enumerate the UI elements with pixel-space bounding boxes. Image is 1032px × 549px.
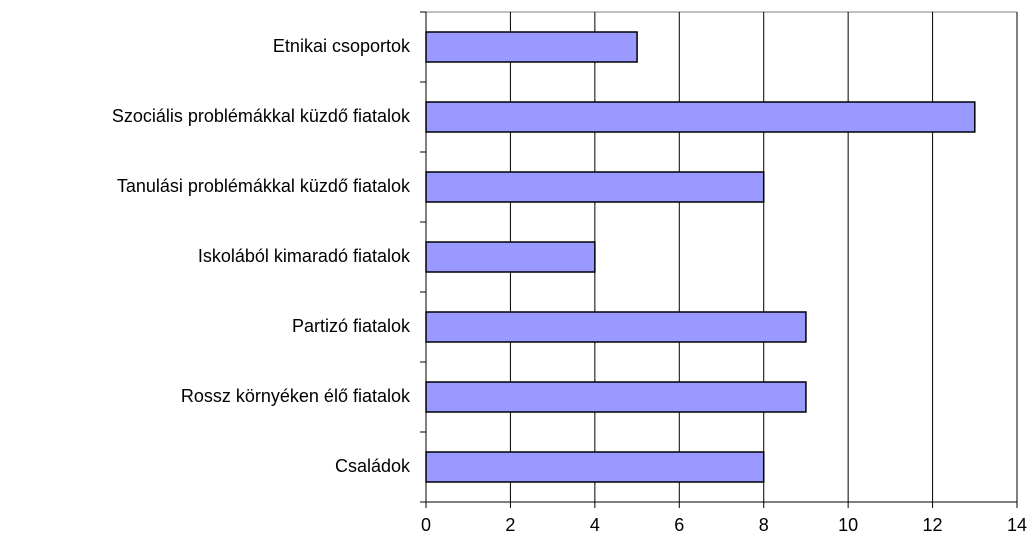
y-tick-label: Partizó fiatalok (292, 316, 411, 336)
bar (425, 31, 638, 63)
x-tick-label: 6 (674, 515, 684, 535)
x-tick-label: 4 (590, 515, 600, 535)
bar (425, 311, 807, 343)
x-tick-label: 2 (505, 515, 515, 535)
y-tick-label: Rossz környéken élő fiatalok (181, 386, 411, 406)
bar (425, 451, 765, 483)
y-tick-label: Tanulási problémákkal küzdő fiatalok (117, 176, 411, 196)
x-tick-label: 12 (923, 515, 943, 535)
x-tick-label: 8 (759, 515, 769, 535)
y-tick-label: Szociális problémákkal küzdő fiatalok (112, 106, 411, 126)
bar (425, 381, 807, 413)
y-tick-label: Etnikai csoportok (273, 36, 411, 56)
bar (425, 171, 765, 203)
x-tick-label: 0 (421, 515, 431, 535)
x-tick-label: 10 (838, 515, 858, 535)
x-tick-label: 14 (1007, 515, 1027, 535)
bar (425, 241, 596, 273)
y-tick-label: Családok (335, 456, 411, 476)
y-tick-label: Iskolából kimaradó fiatalok (198, 246, 411, 266)
bar (425, 101, 976, 133)
